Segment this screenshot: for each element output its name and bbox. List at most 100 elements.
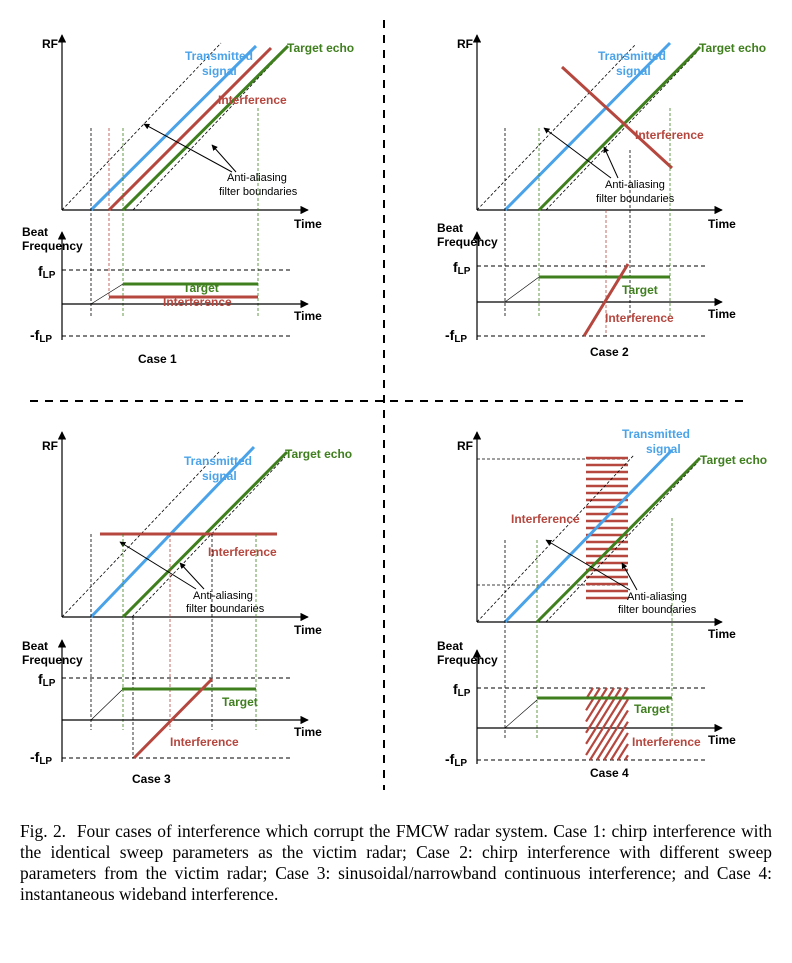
case2-target-echo-label: Target echo [699,41,766,55]
case2-beat-interference [582,263,630,337]
case4-beat-hatch-line [585,687,622,745]
case4-transmitted-label-2: signal [646,442,681,456]
case2-beat-label-2: Frequency [437,235,498,249]
case4-beat-hatch-line [585,687,615,734]
case3-neg-flp-label: -fLP [30,749,52,767]
case4-interference-label: Interference [511,512,580,526]
case1-transmitted-label-2: signal [202,64,237,78]
case4-flp-label: fLP [453,681,471,699]
case3-beat-interference [132,677,214,760]
case1-beat-label-1: Beat [22,225,48,239]
caption-text: Four cases of interference which corrupt… [20,821,772,904]
case3-beat-label-1: Beat [22,639,48,653]
case4-beat-label-2: Frequency [437,653,498,667]
case1-transmitted-label-1: Transmitted [185,49,253,63]
case3-beat-target-label: Target [222,695,258,709]
case-1-panel: RF Time Transmitted signal Target echo I… [22,34,354,366]
case4-target-echo-label: Target echo [700,453,767,467]
case3-interference-label: Interference [208,545,277,559]
case3-aa-label-1: Anti-aliasing [193,590,253,602]
case2-aa-arrow-1 [543,127,612,179]
case1-target-echo-label: Target echo [287,41,354,55]
case-3-panel: RF Time Transmitted signal Target echo I… [22,431,352,786]
case4-beat-hatch-line [589,698,629,761]
case2-transmitted-label-1: Transmitted [598,49,666,63]
case2-target-echo-line [537,45,702,212]
figure-caption: Fig. 2. Four cases of interference which… [20,821,772,905]
case3-transmitted-line [89,445,256,619]
case1-aa-boundary-lower [132,51,284,211]
case2-time-label: Time [708,217,736,231]
case2-aa-arrow-2 [603,146,619,179]
case2-interference-label: Interference [635,128,704,142]
fmcw-interference-figure: RF Time Transmitted signal Target echo I… [22,20,767,790]
case2-beat-time-label: Time [708,307,736,321]
case4-transmitted-line [503,448,674,624]
case4-aa-boundary-upper [476,454,635,623]
case4-beat-hatch-line [585,687,608,723]
case4-beat-hatch-line [610,732,629,761]
case4-time-label: Time [708,627,736,641]
case4-beat-ramp [504,699,538,729]
case2-transmitted-label-2: signal [616,64,651,78]
case1-beat-label-2: Frequency [22,239,83,253]
case4-beat-hatch-line [596,709,629,761]
case4-beat-interference-label: Interference [632,735,701,749]
case3-beat-ramp [90,689,123,721]
case1-beat-target-label: Target [183,281,219,295]
case3-aa-boundary-upper [61,451,220,618]
case2-aa-boundary-upper [476,44,636,211]
case2-beat-interference-label: Interference [605,311,674,325]
case3-time-label: Time [294,623,322,637]
case1-aa-boundary-upper [61,42,222,211]
case3-aa-arrow-1 [119,541,197,590]
case1-interference-label: Interference [218,93,287,107]
case4-neg-flp-label: -fLP [445,751,467,769]
case3-transmitted-label-1: Transmitted [184,454,252,468]
case4-beat-hatch-line [617,743,629,761]
case1-target-echo-line [121,44,290,212]
case4-aa-label-1: Anti-aliasing [627,591,687,603]
case2-interference-line [560,65,674,170]
case4-beat-label-1: Beat [437,639,463,653]
case4-beat-time-label: Time [708,733,736,747]
case1-neg-flp-label: -fLP [30,327,52,345]
case3-aa-arrow-2 [179,562,205,590]
case3-beat-interference-label: Interference [170,735,239,749]
case2-rf-label: RF [457,37,473,51]
case4-title: Case 4 [590,766,629,780]
case4-beat-interference-hatch [585,687,629,761]
case1-beat-ramp [90,283,124,305]
case2-title: Case 2 [590,345,629,359]
case1-beat-interference-label: Interference [163,295,232,309]
case2-beat-target-label: Target [622,283,658,297]
case2-beat-ramp [504,276,540,303]
case4-aa-boundary-lower [545,461,699,623]
case4-aa-label-2: filter boundaries [618,604,697,616]
case4-interference-band [586,456,628,600]
case2-aa-label-1: Anti-aliasing [605,179,665,191]
case1-aa-arrow-2 [211,144,237,173]
case4-beat-hatch-line [624,754,629,761]
case2-aa-boundary-lower [545,51,698,211]
case3-aa-boundary-lower [131,456,286,618]
case4-transmitted-label-1: Transmitted [622,427,690,441]
case1-flp-label: fLP [38,263,56,281]
case1-title: Case 1 [138,352,177,366]
case3-rf-label: RF [42,439,58,453]
case4-beat-target-label: Target [634,702,670,716]
case2-flp-label: fLP [453,259,471,277]
case2-aa-label-2: filter boundaries [596,193,675,205]
case1-aa-arrow-1 [143,123,233,173]
case4-aa-arrow-1 [545,539,631,591]
case4-rf-label: RF [457,439,473,453]
case2-transmitted-line [503,41,672,212]
case1-beat-time-label: Time [294,309,322,323]
case1-aa-label-1: Anti-aliasing [227,172,287,184]
case1-transmitted-line [89,44,258,212]
case1-rf-label: RF [42,37,58,51]
case-2-panel: RF Time Transmitted signal Target echo I… [437,34,766,359]
caption-fig-label: Fig. 2. [20,821,67,841]
case3-beat-time-label: Time [294,725,322,739]
case3-beat-label-2: Frequency [22,653,83,667]
